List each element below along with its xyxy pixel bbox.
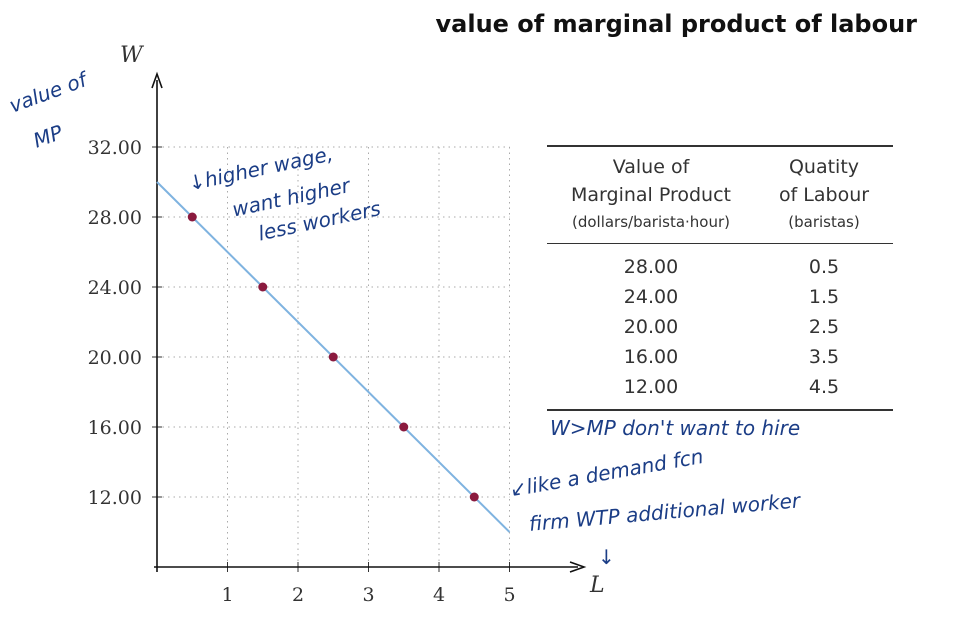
x-tick-label: 2 [292, 584, 304, 606]
x-axis-label: L [589, 573, 605, 598]
annotation-arrow: ↓ [598, 545, 615, 569]
y-axis-arrow-icon [151, 71, 163, 89]
table-row: 24.00 1.5 [547, 282, 893, 312]
x-tick-label: 4 [433, 584, 445, 606]
data-point [469, 492, 479, 502]
data-point [258, 282, 268, 292]
table-row: 16.00 3.5 [547, 342, 893, 372]
cell-vmp: 16.00 [623, 346, 679, 368]
table-row: 12.00 4.5 [547, 372, 893, 402]
table-row: 20.00 2.5 [547, 312, 893, 342]
annotation-w-gt-mp: W>MP don't want to hire [550, 416, 801, 440]
cell-qty: 0.5 [808, 256, 840, 278]
header-qty-line2: of Labour [778, 184, 870, 206]
header-vmp-line2: Marginal Product [571, 184, 731, 206]
cell-qty: 2.5 [808, 316, 840, 338]
cell-qty: 4.5 [808, 376, 840, 398]
data-point [399, 422, 409, 432]
chart-title: value of marginal product of labour [435, 10, 918, 38]
table-row: 28.00 0.5 [547, 252, 893, 282]
data-point [328, 352, 338, 362]
y-tick-label: 12.00 [88, 487, 142, 509]
cell-vmp: 28.00 [623, 256, 679, 278]
table-header-rule [547, 243, 893, 244]
x-axis-arrow-icon [569, 561, 587, 573]
cell-vmp: 20.00 [623, 316, 679, 338]
cell-qty: 3.5 [808, 346, 840, 368]
data-point [187, 212, 197, 222]
table-header: Value of Marginal Product (dollars/baris… [547, 153, 893, 235]
header-vmp-line1: Value of [612, 156, 690, 178]
y-tick-label: 20.00 [88, 347, 142, 369]
cell-qty: 1.5 [808, 286, 840, 308]
header-vmp-unit: (dollars/barista·hour) [571, 213, 731, 231]
cell-vmp: 12.00 [623, 376, 679, 398]
y-tick-label: 16.00 [88, 417, 142, 439]
data-table: Value of Marginal Product (dollars/baris… [547, 145, 893, 411]
x-tick-label: 1 [221, 584, 233, 606]
header-qty-line1: Quatity [788, 156, 860, 178]
y-tick-label: 28.00 [88, 207, 142, 229]
table-top-rule [547, 145, 893, 147]
x-tick-label: 5 [503, 584, 515, 606]
y-axis-label: W [120, 43, 145, 68]
x-tick-label: 3 [362, 584, 374, 606]
cell-vmp: 24.00 [623, 286, 679, 308]
y-tick-label: 24.00 [88, 277, 142, 299]
y-tick-label: 32.00 [88, 137, 142, 159]
header-qty-unit: (baristas) [788, 213, 860, 231]
table-bottom-rule [547, 409, 893, 411]
